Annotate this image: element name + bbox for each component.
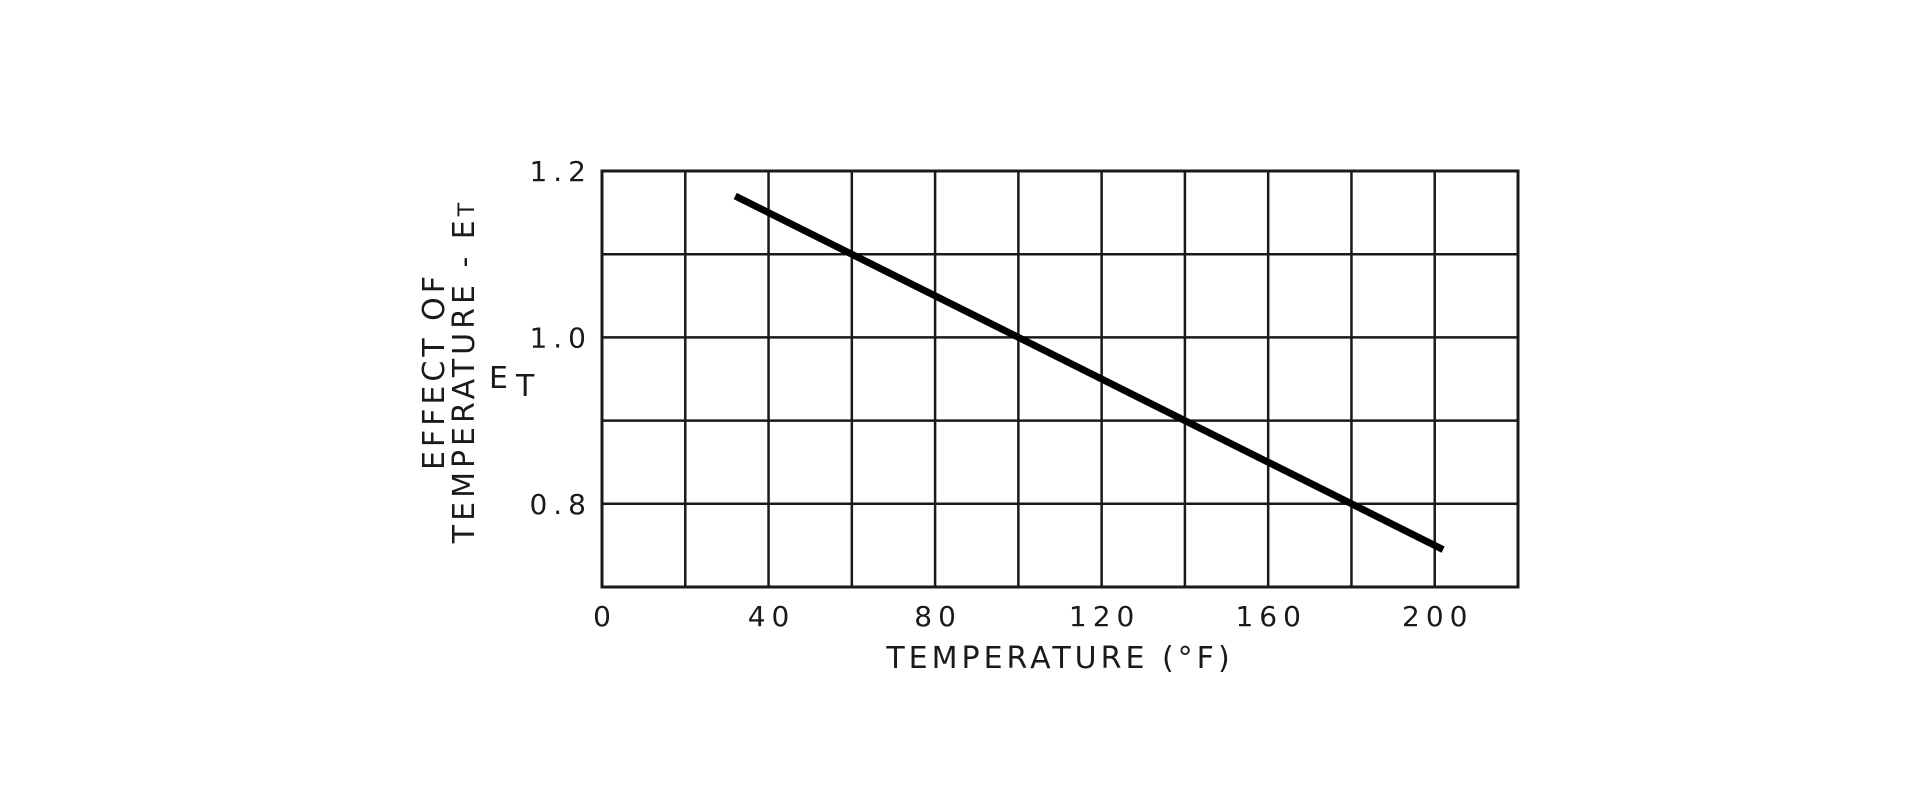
x-axis-ticks: 0 40 80 120 160 200	[593, 600, 1473, 633]
y-axis-title-line2: TEMPERATURE - ET	[447, 199, 482, 544]
x-tick-label: 120	[1069, 600, 1140, 633]
svg-text:E: E	[489, 361, 512, 396]
series-layer	[733, 192, 1445, 553]
svg-text:T: T	[515, 369, 538, 404]
y-axis-title-line1: EFFECT OF	[417, 272, 452, 470]
y-tick-label: 0.8	[529, 488, 592, 521]
x-axis-title: TEMPERATURE (°F)	[885, 641, 1233, 676]
plot-frame	[600, 169, 1520, 589]
x-tick-label: 200	[1402, 600, 1473, 633]
y-tick-label: 1.0	[529, 321, 592, 354]
y-axis-title: EFFECT OF TEMPERATURE - ET	[417, 199, 482, 544]
grid-lines	[602, 171, 1518, 587]
x-tick-label: 160	[1235, 600, 1306, 633]
series-line	[733, 192, 1445, 553]
y-axis-ticks: 1.2 1.0 0.8	[529, 155, 592, 521]
x-tick-label: 0	[593, 600, 617, 633]
x-tick-label: 40	[748, 600, 796, 633]
y-tick-label: 1.2	[529, 155, 592, 188]
x-tick-label: 80	[914, 600, 962, 633]
y-axis-symbol: E T	[489, 361, 538, 404]
